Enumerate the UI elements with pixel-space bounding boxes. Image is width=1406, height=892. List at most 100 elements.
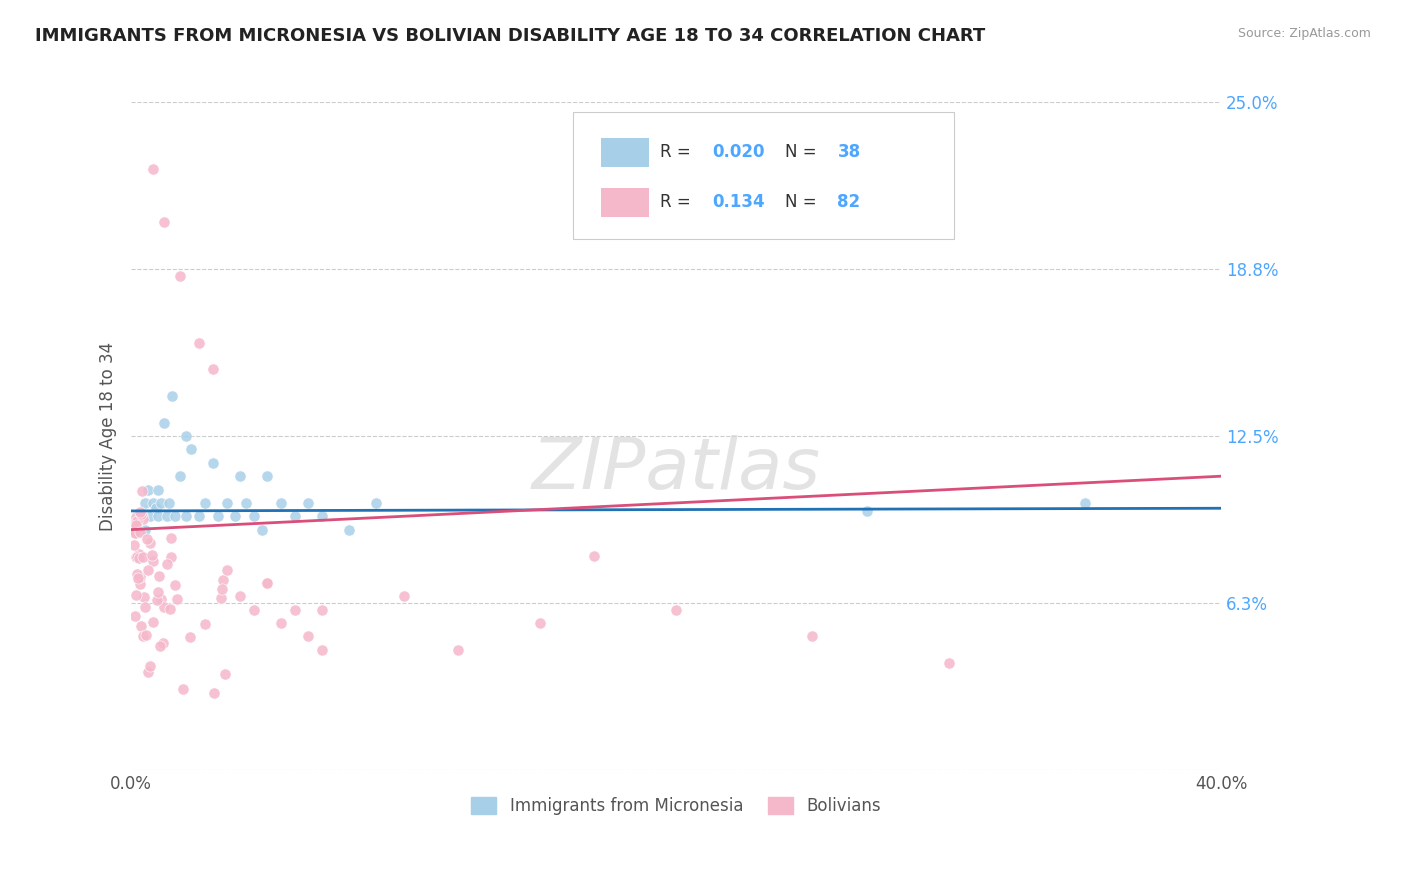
Point <box>160 531 183 545</box>
Point <box>243 603 266 617</box>
Point <box>136 665 159 680</box>
FancyBboxPatch shape <box>600 187 650 217</box>
Point <box>284 603 307 617</box>
Point <box>169 268 191 283</box>
Text: N =: N = <box>785 144 823 161</box>
Point <box>270 496 292 510</box>
Point <box>142 162 165 177</box>
Point <box>169 469 191 483</box>
Point <box>256 469 278 483</box>
Point <box>235 496 257 510</box>
Point <box>150 496 173 510</box>
Point <box>529 616 551 631</box>
Point <box>152 636 174 650</box>
Point <box>159 601 181 615</box>
Point <box>311 603 333 617</box>
Point <box>256 576 278 591</box>
Point <box>229 469 252 483</box>
Point <box>129 505 152 519</box>
Point <box>135 532 157 546</box>
Point <box>131 549 153 564</box>
Point <box>256 576 278 591</box>
Point <box>148 509 170 524</box>
Point <box>138 536 160 550</box>
Point <box>311 642 333 657</box>
Text: N =: N = <box>785 194 823 211</box>
Point <box>125 509 148 524</box>
Point <box>150 591 173 606</box>
Point <box>297 630 319 644</box>
Text: 0.134: 0.134 <box>711 194 765 211</box>
Legend: Immigrants from Micronesia, Bolivians: Immigrants from Micronesia, Bolivians <box>464 790 887 822</box>
Point <box>201 362 224 376</box>
Point <box>127 566 149 581</box>
Text: R =: R = <box>659 194 696 211</box>
Point <box>128 570 150 584</box>
Point <box>297 496 319 510</box>
Point <box>153 215 176 229</box>
Point <box>209 591 232 605</box>
Point <box>202 686 225 700</box>
Point <box>207 509 229 524</box>
Point <box>142 615 165 629</box>
Point <box>337 523 360 537</box>
Point <box>1074 496 1097 510</box>
Point <box>665 603 688 617</box>
Point <box>129 577 152 591</box>
Point <box>179 631 201 645</box>
Point <box>180 442 202 457</box>
Point <box>188 509 211 524</box>
Point <box>128 524 150 539</box>
Point <box>142 496 165 510</box>
Point <box>938 656 960 670</box>
Text: R =: R = <box>659 144 696 161</box>
Point <box>201 456 224 470</box>
Point <box>127 514 149 528</box>
Point <box>250 523 273 537</box>
Text: Source: ZipAtlas.com: Source: ZipAtlas.com <box>1237 27 1371 40</box>
Point <box>163 578 186 592</box>
FancyBboxPatch shape <box>600 137 650 167</box>
Point <box>166 591 188 606</box>
Point <box>215 563 238 577</box>
Point <box>392 590 415 604</box>
Point <box>136 483 159 497</box>
Text: ZIPatlas: ZIPatlas <box>531 435 821 504</box>
Point <box>160 389 183 403</box>
Point <box>142 554 165 568</box>
Text: IMMIGRANTS FROM MICRONESIA VS BOLIVIAN DISABILITY AGE 18 TO 34 CORRELATION CHART: IMMIGRANTS FROM MICRONESIA VS BOLIVIAN D… <box>35 27 986 45</box>
Point <box>134 600 156 615</box>
Point <box>131 484 153 499</box>
Point <box>124 549 146 564</box>
Point <box>125 517 148 532</box>
Point <box>194 496 217 510</box>
Point <box>153 416 176 430</box>
Point <box>172 682 194 697</box>
Point <box>134 496 156 510</box>
Point <box>128 509 150 524</box>
Point <box>134 523 156 537</box>
Point <box>146 592 169 607</box>
Point <box>148 584 170 599</box>
Point <box>136 563 159 577</box>
Point <box>145 501 167 516</box>
Point <box>139 659 162 673</box>
Point <box>125 525 148 540</box>
Point <box>174 429 197 443</box>
Point <box>131 508 153 522</box>
FancyBboxPatch shape <box>572 112 955 239</box>
Point <box>157 496 180 510</box>
Point <box>128 547 150 561</box>
Point <box>215 496 238 510</box>
Point <box>122 516 145 530</box>
Point <box>128 551 150 566</box>
Text: 82: 82 <box>838 194 860 211</box>
Point <box>125 517 148 532</box>
Point <box>366 496 388 510</box>
Point <box>127 571 149 585</box>
Point <box>212 573 235 587</box>
Point <box>148 568 170 582</box>
Point <box>127 573 149 587</box>
Point <box>134 590 156 604</box>
Point <box>124 588 146 602</box>
